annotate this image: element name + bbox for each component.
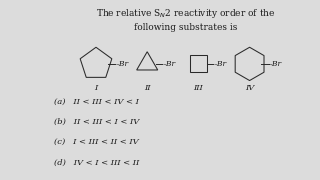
- Text: IV: IV: [245, 84, 254, 92]
- Text: –Br: –Br: [116, 60, 129, 68]
- Text: The relative S$_N$2 reactivity order of the: The relative S$_N$2 reactivity order of …: [96, 7, 275, 20]
- Text: I: I: [94, 84, 98, 92]
- Text: –Br: –Br: [162, 60, 175, 68]
- Text: II: II: [144, 84, 150, 92]
- Text: –Br: –Br: [269, 60, 282, 68]
- Text: (b)   II < III < I < IV: (b) II < III < I < IV: [54, 118, 140, 126]
- Text: –Br: –Br: [213, 60, 227, 68]
- Text: III: III: [194, 84, 203, 92]
- Text: (c)   I < III < II < IV: (c) I < III < II < IV: [54, 138, 139, 146]
- Text: (d)   IV < I < III < II: (d) IV < I < III < II: [54, 159, 140, 167]
- Text: (a)   II < III < IV < I: (a) II < III < IV < I: [54, 98, 139, 106]
- Text: following substrates is: following substrates is: [134, 22, 237, 32]
